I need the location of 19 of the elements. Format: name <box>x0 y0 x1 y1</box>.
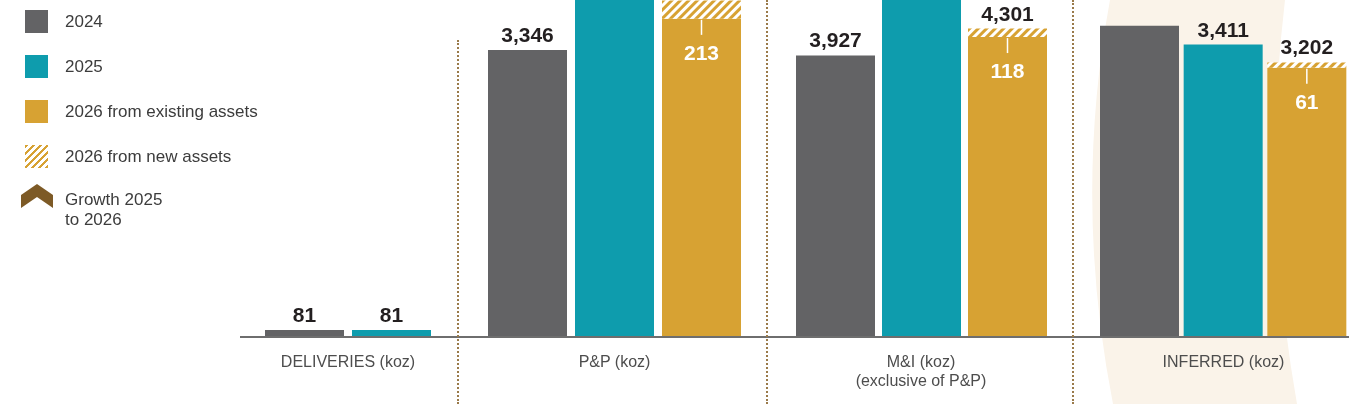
legend-label: 2025 <box>65 56 103 77</box>
total-label: 4,301 <box>981 1 1035 25</box>
data-label: 81 <box>379 303 404 327</box>
legend-label: 2026 from existing assets <box>65 101 258 122</box>
x-axis-title: M&I (koz) (exclusive of P&P) <box>854 352 988 390</box>
legend-label: 2024 <box>65 11 103 32</box>
data-label: 3,346 <box>501 23 554 47</box>
data-label: 118 <box>990 59 1025 83</box>
data-label: 213 <box>683 40 720 64</box>
text: Growth 2025 to 2026 <box>65 190 164 230</box>
data-label: 3,927 <box>809 28 862 52</box>
x-axis-title: P&P (koz) <box>577 352 652 371</box>
total-label: 3,202 <box>1280 35 1334 59</box>
data-label: 61 <box>1295 89 1319 113</box>
legend-label: 2026 from new assets <box>65 146 232 167</box>
x-axis-title: DELIVERIES (koz) <box>279 352 417 371</box>
data-label: 3,411 <box>1197 17 1250 41</box>
x-axis-title: INFERRED (koz) <box>1161 352 1286 371</box>
data-label: 81 <box>292 303 317 327</box>
